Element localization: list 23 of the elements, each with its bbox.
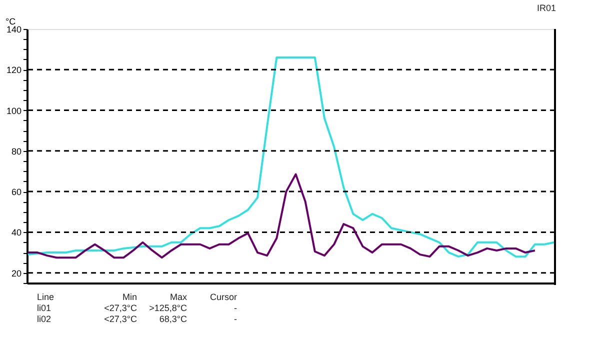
text: - [234, 314, 237, 324]
text: li01 [37, 303, 52, 313]
text: >125,8°C [149, 303, 188, 313]
y-tick-label: 140 [6, 24, 22, 34]
text: - [234, 303, 237, 313]
y-tick-label: 40 [11, 228, 22, 238]
y-tick-label: 100 [6, 106, 22, 116]
y-tick-label: 20 [11, 268, 22, 278]
line-series [26, 56, 556, 258]
y-tick-label: 80 [11, 146, 22, 156]
text: 68,3°C [159, 314, 188, 324]
text: li02 [37, 314, 52, 324]
text: Min [122, 292, 137, 302]
line-series [26, 173, 536, 259]
text: <27,3°C [104, 303, 138, 313]
chart-title: IR01 [536, 3, 556, 13]
y-axis-title: °C [6, 16, 16, 26]
text: Line [37, 292, 54, 302]
text: <27,3°C [104, 314, 138, 324]
y-tick-label: 60 [11, 187, 22, 198]
text: Max [170, 292, 188, 302]
y-tick-label: 120 [6, 65, 22, 76]
text: Cursor [210, 292, 237, 302]
